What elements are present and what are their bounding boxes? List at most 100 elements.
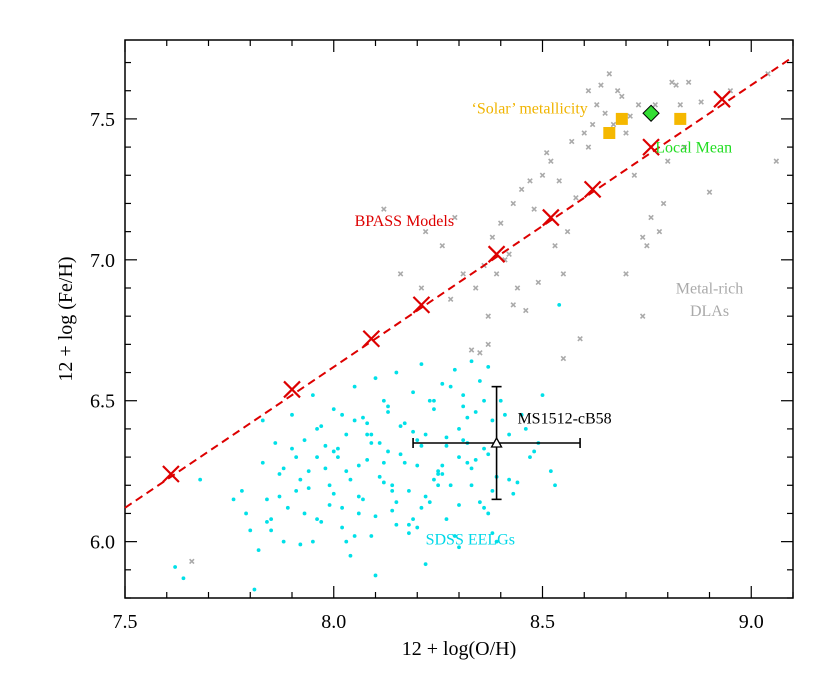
eelg-point [277, 472, 282, 476]
eelg-point [452, 534, 457, 538]
eelg-point [432, 398, 436, 403]
eelg-point [473, 410, 478, 414]
eelg-point [498, 398, 503, 403]
dla-point [639, 234, 646, 241]
eelg-point [252, 587, 257, 592]
eelg-point [482, 446, 486, 451]
eelg-point [407, 489, 411, 493]
data-marks [124, 56, 794, 592]
eelg-point [482, 398, 486, 403]
dla-point [452, 214, 458, 221]
x-tick-label: 9.0 [739, 611, 764, 633]
local-mean-point [642, 104, 660, 122]
dla-point [681, 144, 688, 150]
eelg-point [315, 517, 319, 521]
dla-point [589, 121, 596, 128]
dla-point [627, 113, 633, 119]
y-tick-label: 6.5 [90, 391, 115, 413]
tick-labels: 7.5 8.0 8.5 9.0 6.0 6.5 7.0 7.5 [90, 109, 764, 633]
eelg-point [532, 449, 537, 454]
eelg-point [365, 421, 370, 426]
eelg-point [465, 460, 470, 465]
eelg-point [181, 576, 186, 581]
eelg-point [298, 477, 303, 482]
dla-point [635, 102, 642, 108]
eelg-point [302, 438, 307, 443]
dla-point [614, 87, 621, 94]
dla-point [648, 214, 654, 221]
eelg-point [306, 486, 311, 490]
eelg-point [440, 463, 445, 468]
eelg-point [427, 500, 432, 505]
eelg-point [352, 418, 357, 423]
eelg-point [281, 466, 286, 471]
eelg-point [394, 370, 399, 375]
dla-point [381, 206, 387, 212]
eelg-point [356, 494, 361, 499]
solar-label: ‘Solar’ metallicity [472, 100, 588, 117]
eelg-point [548, 469, 553, 474]
eelg-point [507, 432, 511, 437]
eelg-point [465, 415, 470, 420]
eelg-point [323, 466, 328, 471]
dla-point [602, 110, 608, 117]
bpass-point [362, 329, 381, 348]
y-tick-label: 7.0 [90, 250, 115, 272]
eelg-point [323, 443, 328, 448]
x-tick-label: 8.5 [530, 611, 555, 633]
eelg-point [440, 472, 445, 476]
dla-point [477, 350, 483, 356]
bpass-point [162, 465, 180, 483]
eelg-point [515, 480, 520, 485]
eelg-point [340, 525, 344, 530]
dla-point [447, 296, 454, 303]
eelg-point [256, 548, 261, 552]
dla-point [585, 87, 592, 94]
dla-point [189, 558, 195, 565]
eelg-point [528, 455, 532, 459]
eelg-point [365, 432, 370, 437]
eelg-point [402, 460, 407, 465]
eelg-point [490, 489, 495, 493]
eelg-point [494, 539, 499, 544]
bpass-point [487, 245, 506, 263]
eelg-point [386, 449, 390, 454]
triangle-marker [490, 436, 503, 448]
eelg-point [373, 573, 378, 578]
annotations: ‘Solar’ metallicity Local Mean BPASS Model… [355, 100, 744, 548]
dla-point [489, 234, 496, 241]
dla-point [510, 200, 517, 207]
eelg-point [469, 483, 474, 488]
eelg-point [436, 483, 441, 488]
dla-point [669, 79, 675, 86]
eelg-point [440, 381, 445, 386]
eelg-point [352, 534, 357, 538]
eelg-point [457, 455, 461, 459]
eelg-point [344, 432, 349, 437]
eelg-point [298, 542, 303, 547]
ms1512-point [412, 385, 581, 501]
eelg-point [377, 441, 382, 445]
eelg-point [461, 393, 466, 397]
dla-point [623, 130, 629, 136]
eelg-point [340, 505, 344, 510]
dla-point [460, 271, 466, 277]
eelg-point [427, 398, 432, 403]
eelg-point [507, 477, 511, 482]
x-axis-label: 12 + log(O/H) [402, 638, 517, 660]
eelg-point [198, 477, 203, 482]
x-tick-label: 8.0 [321, 611, 346, 633]
eelg-point [407, 531, 411, 536]
eelg-point [336, 455, 340, 459]
dla-point [623, 271, 629, 277]
y-axis-label: 12 + log (Fe/H) [55, 256, 77, 381]
eelg-point [469, 359, 474, 364]
eelg-point [269, 517, 274, 521]
eelg-point [281, 539, 286, 544]
eelg-point [381, 480, 386, 485]
eelg-point [477, 379, 482, 383]
eelg-point [390, 508, 395, 513]
eelg-point [327, 483, 332, 488]
dla-label-2: DLAs [690, 303, 729, 320]
